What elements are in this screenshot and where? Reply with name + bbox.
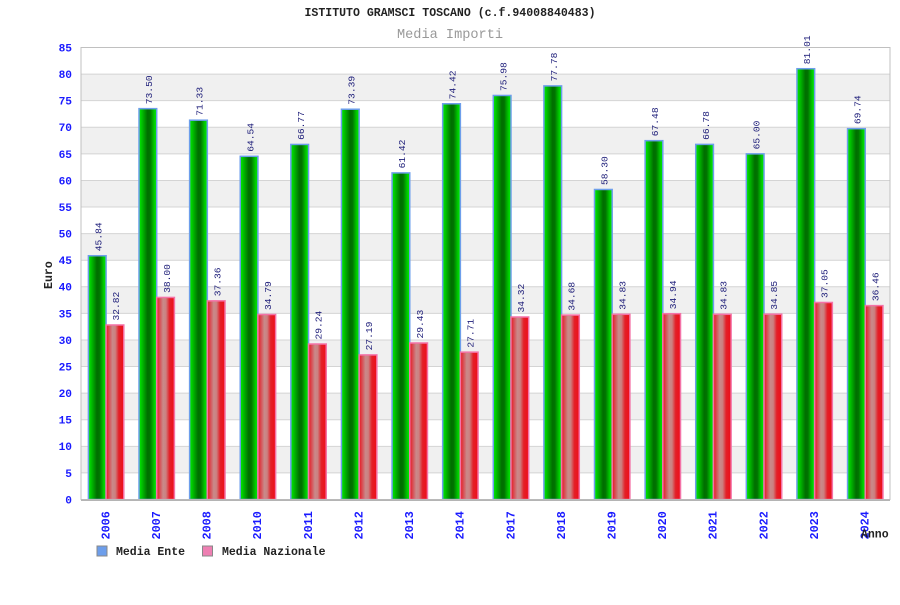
svg-text:35: 35	[59, 309, 73, 321]
svg-text:34.83: 34.83	[617, 281, 628, 310]
svg-text:73.50: 73.50	[144, 75, 155, 104]
svg-text:15: 15	[59, 416, 73, 428]
svg-text:38.00: 38.00	[162, 264, 173, 293]
svg-text:45: 45	[59, 256, 73, 268]
svg-text:2008: 2008	[201, 511, 215, 539]
svg-text:55: 55	[59, 203, 73, 215]
svg-text:20: 20	[59, 389, 73, 401]
svg-text:Media Ente: Media Ente	[116, 546, 185, 559]
svg-text:25: 25	[59, 362, 73, 374]
svg-text:67.48: 67.48	[650, 107, 661, 136]
svg-text:77.78: 77.78	[549, 52, 560, 81]
svg-text:81.01: 81.01	[802, 35, 813, 64]
svg-text:Media Importi: Media Importi	[397, 28, 503, 43]
svg-text:58.30: 58.30	[600, 156, 611, 185]
svg-text:65.00: 65.00	[751, 120, 762, 149]
svg-text:2014: 2014	[454, 511, 468, 539]
svg-text:Anno: Anno	[861, 529, 889, 542]
svg-text:37.05: 37.05	[820, 269, 831, 298]
svg-text:2018: 2018	[555, 511, 569, 539]
svg-text:75.98: 75.98	[498, 62, 509, 91]
svg-text:73.39: 73.39	[347, 76, 358, 105]
svg-text:2020: 2020	[656, 511, 670, 539]
svg-text:Media Nazionale: Media Nazionale	[222, 546, 326, 559]
svg-text:65: 65	[59, 150, 73, 162]
svg-text:30: 30	[59, 336, 73, 348]
svg-text:27.71: 27.71	[465, 319, 476, 348]
svg-text:2021: 2021	[707, 511, 721, 539]
svg-text:34.32: 34.32	[516, 283, 527, 312]
svg-text:10: 10	[59, 442, 73, 454]
svg-text:29.24: 29.24	[314, 310, 325, 339]
svg-text:85: 85	[59, 43, 73, 55]
svg-text:29.43: 29.43	[415, 309, 426, 338]
svg-text:2022: 2022	[757, 511, 771, 539]
svg-text:66.78: 66.78	[701, 111, 712, 140]
svg-text:5: 5	[65, 469, 72, 481]
svg-text:Euro: Euro	[43, 261, 56, 289]
svg-text:34.94: 34.94	[668, 280, 679, 309]
svg-text:32.82: 32.82	[111, 291, 122, 320]
svg-text:2013: 2013	[403, 511, 417, 539]
svg-text:2011: 2011	[302, 511, 316, 539]
svg-text:2007: 2007	[150, 511, 164, 539]
svg-text:0: 0	[65, 495, 72, 507]
svg-text:75: 75	[59, 97, 73, 109]
svg-text:2024: 2024	[859, 511, 873, 539]
svg-text:50: 50	[59, 230, 73, 242]
svg-text:40: 40	[59, 283, 73, 295]
svg-text:37.36: 37.36	[212, 267, 223, 296]
svg-text:2017: 2017	[504, 511, 518, 539]
svg-text:66.77: 66.77	[296, 111, 307, 140]
svg-text:2012: 2012	[352, 511, 366, 539]
svg-text:ISTITUTO GRAMSCI TOSCANO (c.f.: ISTITUTO GRAMSCI TOSCANO (c.f.9400884048…	[304, 7, 595, 20]
svg-text:34.79: 34.79	[263, 281, 274, 310]
svg-text:60: 60	[59, 176, 73, 188]
svg-text:2019: 2019	[606, 511, 620, 539]
svg-text:34.68: 34.68	[567, 282, 578, 311]
svg-text:80: 80	[59, 70, 73, 82]
svg-text:64.54: 64.54	[245, 123, 256, 152]
svg-text:34.85: 34.85	[769, 281, 780, 310]
svg-text:2010: 2010	[251, 511, 265, 539]
svg-text:61.42: 61.42	[397, 139, 408, 168]
svg-text:70: 70	[59, 123, 73, 135]
svg-text:2006: 2006	[99, 511, 113, 539]
svg-text:27.19: 27.19	[364, 321, 375, 350]
svg-text:71.33: 71.33	[195, 87, 206, 116]
svg-text:45.84: 45.84	[94, 222, 105, 251]
svg-text:36.46: 36.46	[870, 272, 881, 301]
svg-text:2023: 2023	[808, 511, 822, 539]
svg-text:69.74: 69.74	[853, 95, 864, 124]
svg-text:74.42: 74.42	[448, 70, 459, 99]
svg-text:34.83: 34.83	[719, 281, 730, 310]
